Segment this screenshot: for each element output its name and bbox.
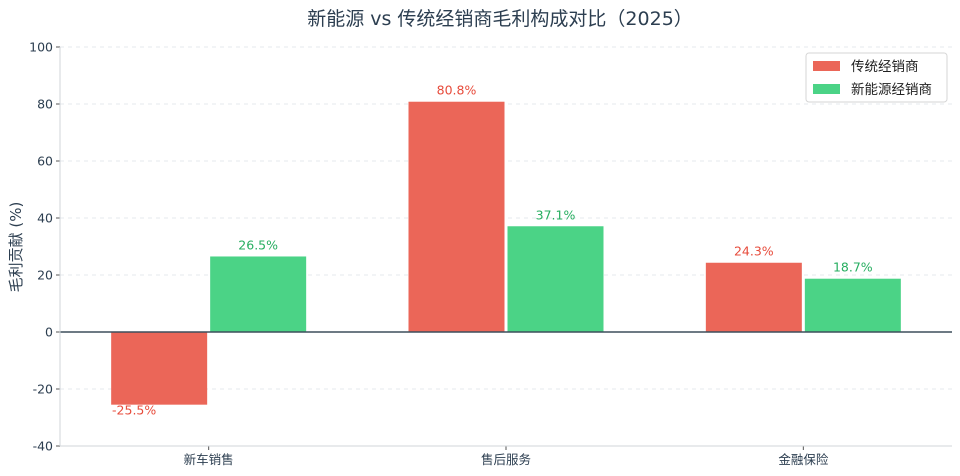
data-label: 18.7%: [833, 260, 873, 275]
data-labels: -25.5% 26.5% 80.8% 37.1% 24.3% 18.7%: [112, 83, 873, 418]
x-tick-label: 新车销售: [184, 452, 234, 467]
data-label: 80.8%: [437, 83, 477, 98]
bar-traditional-2: [705, 262, 802, 332]
tick-labels: -40 -20 0 20 40 60 80 100 新车销售 售后服务 金融保险: [29, 40, 829, 468]
bars: [111, 101, 901, 405]
y-tick-label: -40: [33, 439, 53, 454]
bar-traditional-0: [111, 332, 208, 405]
data-label: -25.5%: [112, 403, 156, 418]
y-tick-label: 40: [37, 211, 53, 226]
legend-box: [805, 52, 948, 103]
legend-label: 新能源经销商: [851, 82, 932, 98]
data-label: 26.5%: [238, 237, 278, 252]
y-axis-label: 毛利贡献 (%): [7, 202, 25, 293]
bar-new-energy-1: [507, 226, 604, 332]
bar-new-energy-0: [210, 256, 307, 332]
y-tick-label: -20: [33, 382, 53, 397]
bar-traditional-1: [408, 101, 505, 332]
data-label: 37.1%: [536, 207, 576, 222]
y-tick-label: 60: [37, 154, 53, 169]
bar-new-energy-2: [804, 278, 901, 332]
y-tick-label: 100: [29, 40, 53, 55]
x-tick-label: 金融保险: [778, 452, 829, 467]
legend-swatch: [813, 61, 840, 71]
legend-swatch: [813, 84, 840, 94]
y-tick-label: 0: [45, 325, 53, 340]
y-tick-label: 20: [37, 268, 53, 283]
axes: [56, 46, 952, 450]
chart-title: 新能源 vs 传统经销商毛利构成对比（2025）: [307, 8, 693, 30]
y-tick-label: 80: [37, 97, 53, 112]
data-label: 24.3%: [734, 244, 774, 259]
x-tick-label: 售后服务: [481, 452, 531, 467]
legend-label: 传统经销商: [851, 59, 919, 75]
